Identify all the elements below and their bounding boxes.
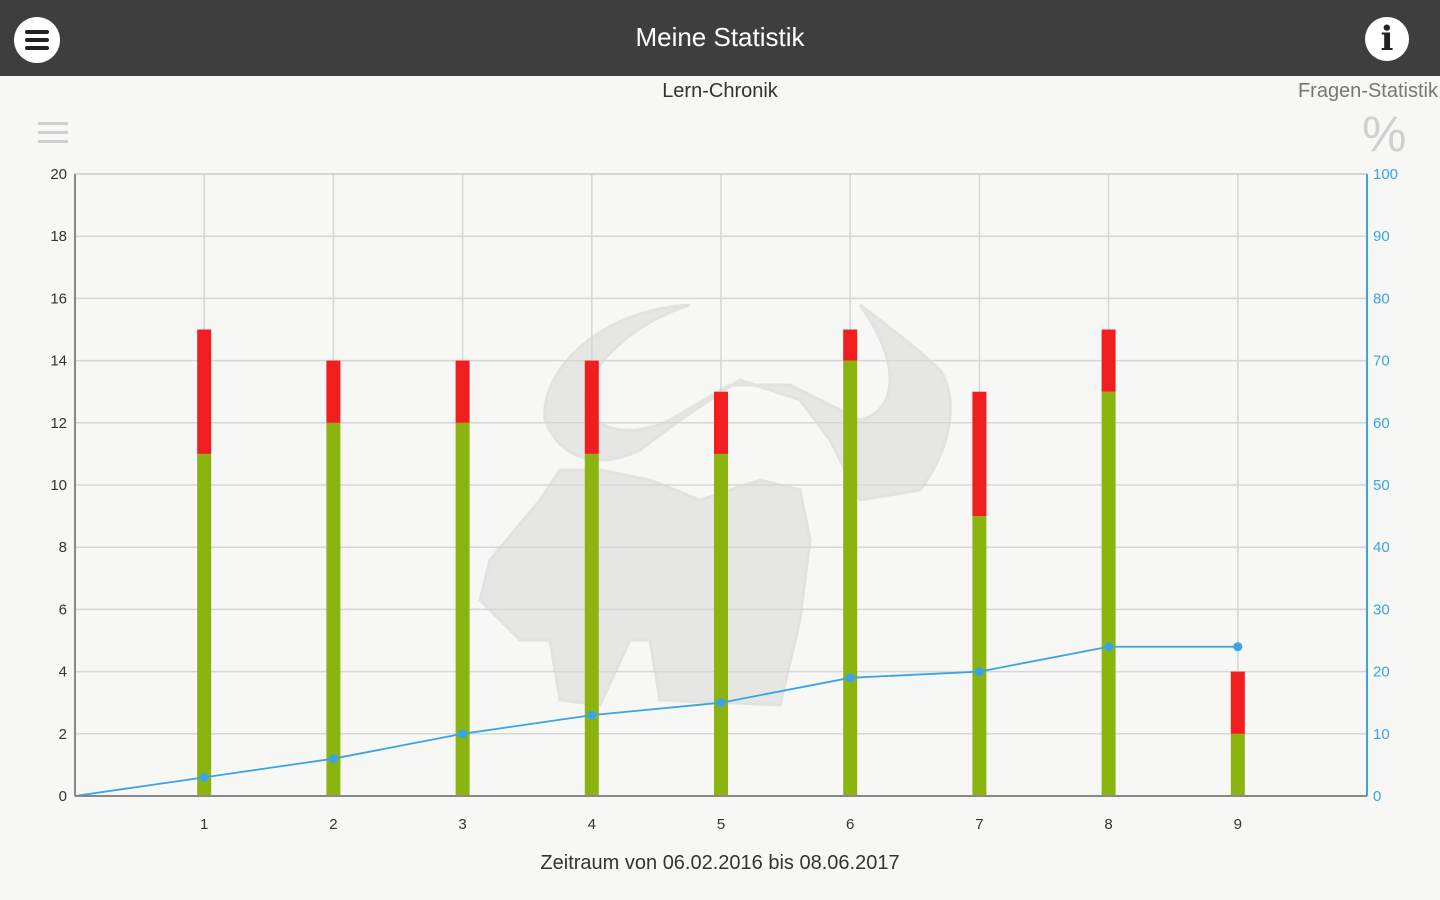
y-tick-left-label: 4 (59, 664, 67, 681)
progress-point (716, 698, 726, 708)
y-tick-left-label: 8 (59, 539, 67, 556)
page-title: Meine Statistik (635, 22, 805, 52)
y-tick-right-label: 20 (1373, 664, 1390, 681)
y-tick-left-label: 12 (50, 415, 67, 432)
y-tick-left-label: 2 (59, 726, 67, 743)
progress-point (458, 729, 468, 739)
y-tick-left-label: 18 (50, 228, 67, 245)
progress-point (1104, 642, 1114, 652)
progress-point (199, 772, 209, 782)
progress-point (974, 667, 984, 677)
progress-line (74, 645, 1238, 797)
x-tick-label: 8 (1104, 816, 1112, 833)
bar-wrong (326, 360, 341, 423)
y-tick-right-label: 30 (1373, 601, 1390, 618)
info-icon[interactable]: i (1365, 17, 1409, 61)
y-tick-left-label: 20 (50, 166, 67, 183)
tab-lern-chronik[interactable]: Lern-Chronik (662, 80, 778, 102)
bar-wrong (584, 360, 599, 454)
list-icon[interactable] (38, 122, 68, 146)
bar-wrong (197, 329, 212, 454)
app-header: Meine Statistik i (0, 0, 1440, 76)
bar-correct (584, 453, 599, 796)
y-tick-right-label: 90 (1373, 228, 1390, 245)
x-tick-label: 7 (975, 816, 983, 833)
percent-icon[interactable]: % (1362, 106, 1407, 162)
bar-wrong (972, 391, 987, 517)
menu-icon[interactable] (14, 17, 60, 63)
bar-wrong (843, 329, 858, 361)
y-tick-left-label: 0 (59, 788, 67, 805)
x-axis-label: Zeitraum von 06.02.2016 bis 08.06.2017 (540, 852, 900, 874)
bar-wrong (1101, 329, 1116, 392)
x-tick-label: 4 (588, 816, 596, 833)
y-tick-right-label: 70 (1373, 353, 1390, 370)
y-tick-right-label: 50 (1373, 477, 1390, 494)
y-tick-right-label: 80 (1373, 290, 1390, 307)
x-tick-label: 6 (846, 816, 854, 833)
bar-correct (714, 453, 728, 796)
y-tick-right-label: 100 (1373, 166, 1398, 183)
y-tick-left-label: 10 (50, 477, 67, 494)
x-tick-label: 9 (1234, 816, 1242, 833)
x-tick-label: 5 (717, 816, 725, 833)
bar-correct (455, 422, 470, 796)
bar-wrong (714, 391, 728, 454)
bar-wrong (455, 360, 470, 423)
progress-point (328, 754, 338, 764)
y-tick-right-label: 40 (1373, 539, 1390, 556)
progress-point (587, 710, 597, 720)
x-tick-label: 1 (200, 816, 208, 833)
bar-correct (972, 516, 987, 796)
progress-point (845, 673, 855, 683)
y-tick-right-label: 0 (1373, 788, 1381, 805)
y-tick-right-label: 10 (1373, 726, 1390, 743)
y-tick-left-label: 6 (59, 601, 67, 618)
progress-point (1233, 642, 1243, 652)
bar-correct (843, 360, 858, 796)
tab-fragen-statistik[interactable]: Fragen-Statistik (1297, 80, 1438, 102)
bar-wrong (1230, 671, 1245, 734)
y-tick-left-label: 16 (50, 290, 67, 307)
y-tick-left-label: 14 (50, 353, 67, 370)
y-tick-right-label: 60 (1373, 415, 1390, 432)
bar-correct (1230, 733, 1245, 796)
x-tick-label: 3 (458, 816, 466, 833)
bar-correct (197, 453, 212, 796)
x-tick-label: 2 (329, 816, 337, 833)
bar-correct (1101, 391, 1116, 796)
bar-correct (326, 422, 341, 796)
